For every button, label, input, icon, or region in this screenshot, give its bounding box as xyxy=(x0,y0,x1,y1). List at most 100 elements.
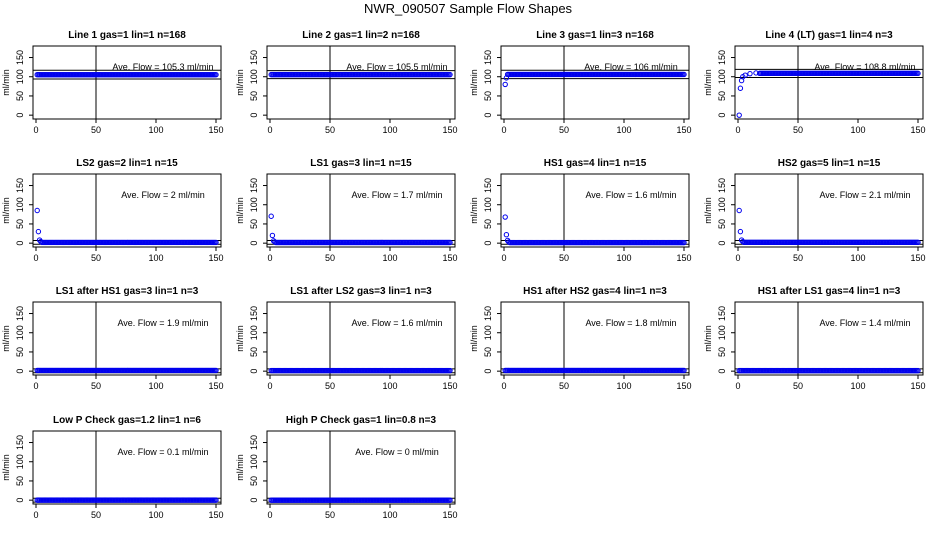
y-tick-label: 150 xyxy=(249,50,259,65)
x-tick-label: 150 xyxy=(208,381,223,391)
panel-title: Line 4 (LT) gas=1 lin=4 n=3 xyxy=(765,30,893,41)
y-axis-label: ml/min xyxy=(703,197,713,224)
x-tick-label: 50 xyxy=(91,125,101,135)
data-point xyxy=(447,497,453,503)
data-point xyxy=(915,239,921,246)
y-tick-label: 50 xyxy=(717,219,727,229)
x-tick-label: 0 xyxy=(33,253,38,263)
x-tick-label: 100 xyxy=(616,253,631,263)
x-tick-label: 100 xyxy=(616,381,631,391)
x-tick-label: 50 xyxy=(325,253,335,263)
data-point xyxy=(268,213,274,219)
average-flow-annotation: Ave. Flow = 105.5 ml/min xyxy=(346,62,447,72)
y-axis-label: ml/min xyxy=(469,325,479,352)
plot-frame xyxy=(734,45,924,120)
y-tick-label: 100 xyxy=(249,454,259,469)
x-tick-label: 150 xyxy=(676,253,691,263)
y-axis-label: ml/min xyxy=(703,325,713,352)
panel: LS1 after HS1 gas=3 lin=1 n=3 Ave. Flow =… xyxy=(1,286,224,391)
y-axis-label: ml/min xyxy=(703,69,713,96)
plot-frame xyxy=(500,173,690,248)
x-tick-label: 0 xyxy=(33,510,38,520)
data-point xyxy=(447,367,453,374)
panel-title: Low P Check gas=1.2 lin=1 n=6 xyxy=(53,415,201,426)
x-tick-label: 100 xyxy=(616,125,631,135)
panel: HS1 after HS2 gas=4 lin=1 n=3 Ave. Flow =… xyxy=(469,286,692,391)
panel: HS1 gas=4 lin=1 n=15 Ave. Flow = 1.6 ml/m… xyxy=(469,158,692,263)
data-point xyxy=(213,239,219,246)
y-tick-label: 50 xyxy=(483,347,493,357)
x-tick-label: 100 xyxy=(148,510,163,520)
y-tick-label: 50 xyxy=(483,219,493,229)
y-axis-label: ml/min xyxy=(1,454,11,481)
y-tick-label: 0 xyxy=(249,369,259,374)
panel: HS1 after LS1 gas=4 lin=1 n=3 Ave. Flow =… xyxy=(703,286,926,391)
y-tick-label: 0 xyxy=(249,241,259,246)
y-tick-label: 0 xyxy=(15,498,25,503)
y-tick-label: 150 xyxy=(717,178,727,193)
x-tick-label: 0 xyxy=(735,125,740,135)
data-point xyxy=(736,207,742,214)
y-tick-label: 100 xyxy=(15,325,25,340)
y-tick-label: 100 xyxy=(249,325,259,340)
x-tick-label: 50 xyxy=(559,125,569,135)
y-tick-label: 50 xyxy=(249,219,259,229)
y-tick-label: 100 xyxy=(483,197,493,212)
y-tick-label: 100 xyxy=(717,197,727,212)
x-tick-label: 0 xyxy=(735,253,740,263)
panel-title: LS1 after HS1 gas=3 lin=1 n=3 xyxy=(56,286,199,297)
y-tick-label: 150 xyxy=(15,306,25,321)
x-tick-label: 100 xyxy=(148,381,163,391)
average-flow-annotation: Ave. Flow = 1.6 ml/min xyxy=(351,318,442,328)
plot-frame xyxy=(32,301,222,376)
x-tick-label: 50 xyxy=(91,253,101,263)
x-tick-label: 0 xyxy=(33,125,38,135)
x-tick-label: 150 xyxy=(208,253,223,263)
panel-title: High P Check gas=1 lin=0.8 n=3 xyxy=(286,415,437,426)
y-tick-label: 0 xyxy=(249,498,259,503)
x-tick-label: 100 xyxy=(382,510,397,520)
x-tick-label: 0 xyxy=(501,253,506,263)
x-tick-label: 150 xyxy=(676,381,691,391)
page-title: NWR_090507 Sample Flow Shapes xyxy=(363,1,573,16)
y-axis-label: ml/min xyxy=(1,197,11,224)
panel: Low P Check gas=1.2 lin=1 n=6 Ave. Flow =… xyxy=(1,415,224,520)
plot-frame xyxy=(500,301,690,376)
x-tick-label: 50 xyxy=(325,510,335,520)
x-tick-label: 150 xyxy=(676,125,691,135)
x-tick-label: 0 xyxy=(501,125,506,135)
panel: HS2 gas=5 lin=1 n=15 Ave. Flow = 2.1 ml/m… xyxy=(703,158,926,263)
data-point xyxy=(213,367,219,374)
x-tick-label: 0 xyxy=(267,125,272,135)
y-tick-label: 0 xyxy=(249,113,259,118)
plot-frame xyxy=(734,301,924,376)
y-axis-label: ml/min xyxy=(235,325,245,352)
x-tick-label: 100 xyxy=(382,253,397,263)
data-point xyxy=(742,72,748,78)
x-tick-label: 0 xyxy=(267,510,272,520)
panel: LS2 gas=2 lin=1 n=15 Ave. Flow = 2 ml/min… xyxy=(1,158,224,263)
x-tick-label: 100 xyxy=(850,253,865,263)
y-tick-label: 100 xyxy=(717,69,727,84)
x-tick-label: 100 xyxy=(850,125,865,135)
panel: High P Check gas=1 lin=0.8 n=3 Ave. Flow … xyxy=(235,415,458,520)
x-tick-label: 150 xyxy=(910,381,925,391)
y-tick-label: 100 xyxy=(249,197,259,212)
data-point xyxy=(681,71,687,78)
y-axis-label: ml/min xyxy=(235,454,245,481)
y-tick-label: 100 xyxy=(483,69,493,84)
panel-title: HS2 gas=5 lin=1 n=15 xyxy=(778,158,881,169)
y-axis-label: ml/min xyxy=(469,69,479,96)
panel-title: Line 2 gas=1 lin=2 n=168 xyxy=(302,30,420,41)
data-point xyxy=(447,239,453,246)
plot-frame xyxy=(500,45,690,120)
y-tick-label: 150 xyxy=(15,178,25,193)
panel: Line 4 (LT) gas=1 lin=4 n=3 Ave. Flow = 1… xyxy=(703,30,926,135)
y-tick-label: 150 xyxy=(483,306,493,321)
average-flow-annotation: Ave. Flow = 0.1 ml/min xyxy=(117,447,208,457)
y-tick-label: 50 xyxy=(15,91,25,101)
plot-frame xyxy=(266,45,456,120)
plot-frame xyxy=(734,173,924,248)
x-tick-label: 0 xyxy=(33,381,38,391)
